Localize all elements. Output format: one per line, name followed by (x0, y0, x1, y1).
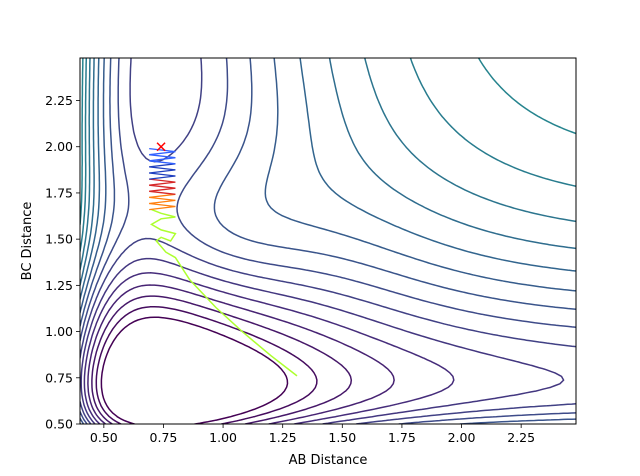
oscillation-segment (149, 175, 176, 180)
y-tick-label: 2.25 (45, 93, 73, 108)
oscillation-segment (149, 205, 176, 211)
contour-line (91, 295, 353, 424)
x-tick-label: 1.00 (209, 430, 237, 445)
oscillation-segment (149, 169, 176, 174)
x-tick-label: 2.25 (507, 430, 535, 445)
contour-line (83, 272, 455, 424)
oscillation-segment (149, 184, 176, 189)
oscillation-segment (149, 190, 176, 195)
y-tick-label: 0.50 (45, 417, 73, 432)
oscillation-segment (149, 154, 176, 159)
contour-line (80, 58, 576, 424)
oscillation-segment (149, 166, 176, 171)
contour-line (95, 305, 318, 424)
oscillation-segment (149, 147, 176, 153)
y-tick-label: 1.25 (45, 278, 73, 293)
y-tick-label: 1.50 (45, 232, 73, 247)
oscillation-segment (149, 199, 176, 205)
trajectory-line (150, 208, 298, 377)
oscillation-segment (149, 157, 176, 162)
x-tick-label: 1.25 (269, 430, 297, 445)
oscillation-segment (149, 150, 176, 156)
x-tick-label: 2.00 (448, 430, 476, 445)
axis-ticks: 0.50 0.75 1.00 1.25 1.50 1.75 2.00 2.25 0.50 0.75… (45, 93, 535, 445)
y-tick-label: 0.75 (45, 370, 73, 385)
x-tick-label: 1.75 (388, 430, 416, 445)
x-tick-label: 0.50 (90, 430, 118, 445)
oscillation-segment (149, 187, 176, 192)
oscillation-segment (149, 163, 176, 168)
oscillation-segment (149, 193, 176, 199)
axes-frame (79, 57, 577, 425)
y-tick-label: 2.00 (45, 139, 73, 154)
contour-line (80, 257, 565, 424)
contour-line (80, 58, 576, 424)
oscillation-segment (149, 196, 176, 202)
y-axis-label: BC Distance (20, 202, 35, 281)
start-marker (156, 142, 166, 152)
contour-line (87, 284, 395, 424)
contour-line (100, 316, 289, 424)
oscillation-segment (149, 160, 176, 165)
x-tick-label: 0.75 (150, 430, 178, 445)
y-tick-label: 1.00 (45, 324, 73, 339)
x-tick-label: 1.50 (328, 430, 356, 445)
oscillation-segment (149, 172, 176, 177)
plot-area (80, 58, 576, 424)
x-axis-label: AB Distance (289, 453, 368, 468)
oscillation-segment (149, 181, 176, 186)
y-tick-label: 1.75 (45, 185, 73, 200)
oscillation-segment (149, 178, 176, 183)
oscillation-segment (149, 202, 176, 208)
